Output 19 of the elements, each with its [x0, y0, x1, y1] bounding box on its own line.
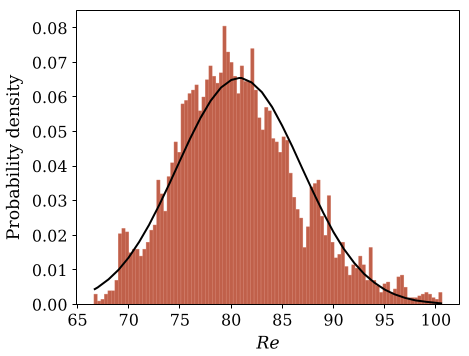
x-tick-label: 90: [323, 310, 344, 330]
y-tick-label: 0.03: [32, 192, 68, 211]
y-tick-label: 0.05: [32, 122, 68, 142]
y-tick-label: 0.00: [32, 296, 68, 314]
x-tick-label: 80: [220, 310, 242, 330]
x-tick-label: 85: [272, 310, 293, 330]
y-tick-label: 0.01: [32, 260, 68, 280]
y-tick-label: 0.04: [32, 157, 68, 176]
y-tick-label: 0.07: [32, 53, 68, 72]
x-tick-label: 65: [67, 310, 88, 330]
y-tick-label: 0.06: [32, 88, 68, 107]
x-tick-label: 75: [170, 310, 190, 330]
x-tick-label: 70: [118, 310, 139, 330]
x-axis-title: Re: [255, 334, 280, 354]
y-axis-title: Probability density: [4, 74, 24, 240]
y-tick-label: 0.02: [32, 226, 68, 246]
x-tick-label: 100: [420, 310, 452, 330]
y-tick-label: 0.08: [32, 18, 68, 38]
x-tick-label: 95: [374, 310, 395, 330]
